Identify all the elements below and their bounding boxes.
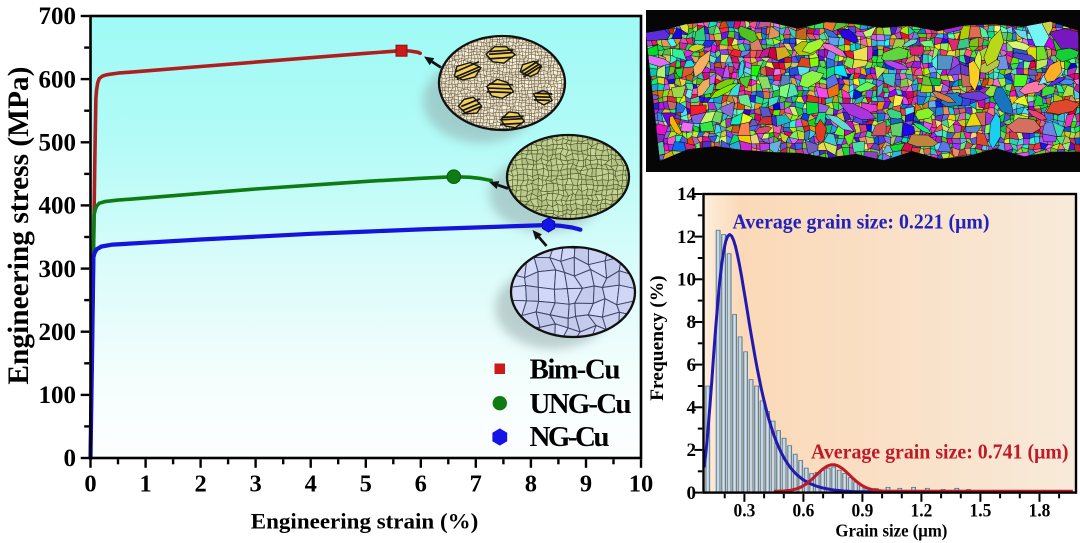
svg-text:6: 6 bbox=[687, 355, 697, 376]
svg-text:300: 300 bbox=[39, 256, 77, 283]
svg-text:1.8: 1.8 bbox=[1029, 501, 1051, 522]
svg-text:8: 8 bbox=[687, 312, 697, 333]
svg-text:0.6: 0.6 bbox=[793, 501, 815, 522]
svg-text:5: 5 bbox=[360, 471, 372, 498]
svg-text:Engineering strain (%): Engineering strain (%) bbox=[251, 509, 479, 534]
svg-text:9: 9 bbox=[580, 471, 592, 498]
svg-text:1: 1 bbox=[139, 471, 151, 498]
svg-text:500: 500 bbox=[39, 130, 77, 157]
svg-text:Engineering stress (MPa): Engineering stress (MPa) bbox=[2, 67, 35, 385]
svg-text:0.3: 0.3 bbox=[734, 501, 756, 522]
svg-text:Average grain size: 0.221 (μm): Average grain size: 0.221 (μm) bbox=[733, 210, 990, 234]
svg-text:2: 2 bbox=[687, 440, 697, 461]
svg-text:UNG-Cu: UNG-Cu bbox=[530, 388, 632, 420]
svg-text:0: 0 bbox=[84, 471, 96, 498]
svg-text:200: 200 bbox=[39, 319, 77, 346]
svg-text:12: 12 bbox=[677, 227, 696, 248]
svg-text:4: 4 bbox=[305, 471, 317, 498]
svg-text:Grain size (μm): Grain size (μm) bbox=[835, 521, 947, 542]
svg-text:600: 600 bbox=[39, 66, 77, 93]
svg-text:3: 3 bbox=[249, 471, 261, 498]
svg-text:0: 0 bbox=[687, 483, 697, 504]
svg-text:0: 0 bbox=[64, 445, 77, 472]
svg-text:1.2: 1.2 bbox=[911, 501, 933, 522]
svg-text:400: 400 bbox=[39, 193, 77, 220]
svg-text:10: 10 bbox=[677, 270, 696, 291]
svg-text:10: 10 bbox=[629, 471, 654, 498]
svg-text:4: 4 bbox=[687, 398, 697, 419]
svg-text:100: 100 bbox=[39, 382, 77, 409]
svg-text:14: 14 bbox=[677, 184, 697, 205]
svg-text:NG-Cu: NG-Cu bbox=[530, 421, 610, 453]
svg-text:700: 700 bbox=[39, 3, 77, 30]
svg-text:2: 2 bbox=[194, 471, 206, 498]
svg-text:0.9: 0.9 bbox=[852, 501, 874, 522]
svg-text:7: 7 bbox=[470, 471, 482, 498]
svg-text:Frequency (%): Frequency (%) bbox=[647, 275, 668, 401]
svg-text:8: 8 bbox=[525, 471, 537, 498]
svg-text:Bim-Cu: Bim-Cu bbox=[530, 353, 621, 385]
svg-text:1.5: 1.5 bbox=[970, 501, 992, 522]
svg-text:6: 6 bbox=[415, 471, 427, 498]
svg-text:Average grain size: 0.741 (μm): Average grain size: 0.741 (μm) bbox=[811, 440, 1069, 464]
